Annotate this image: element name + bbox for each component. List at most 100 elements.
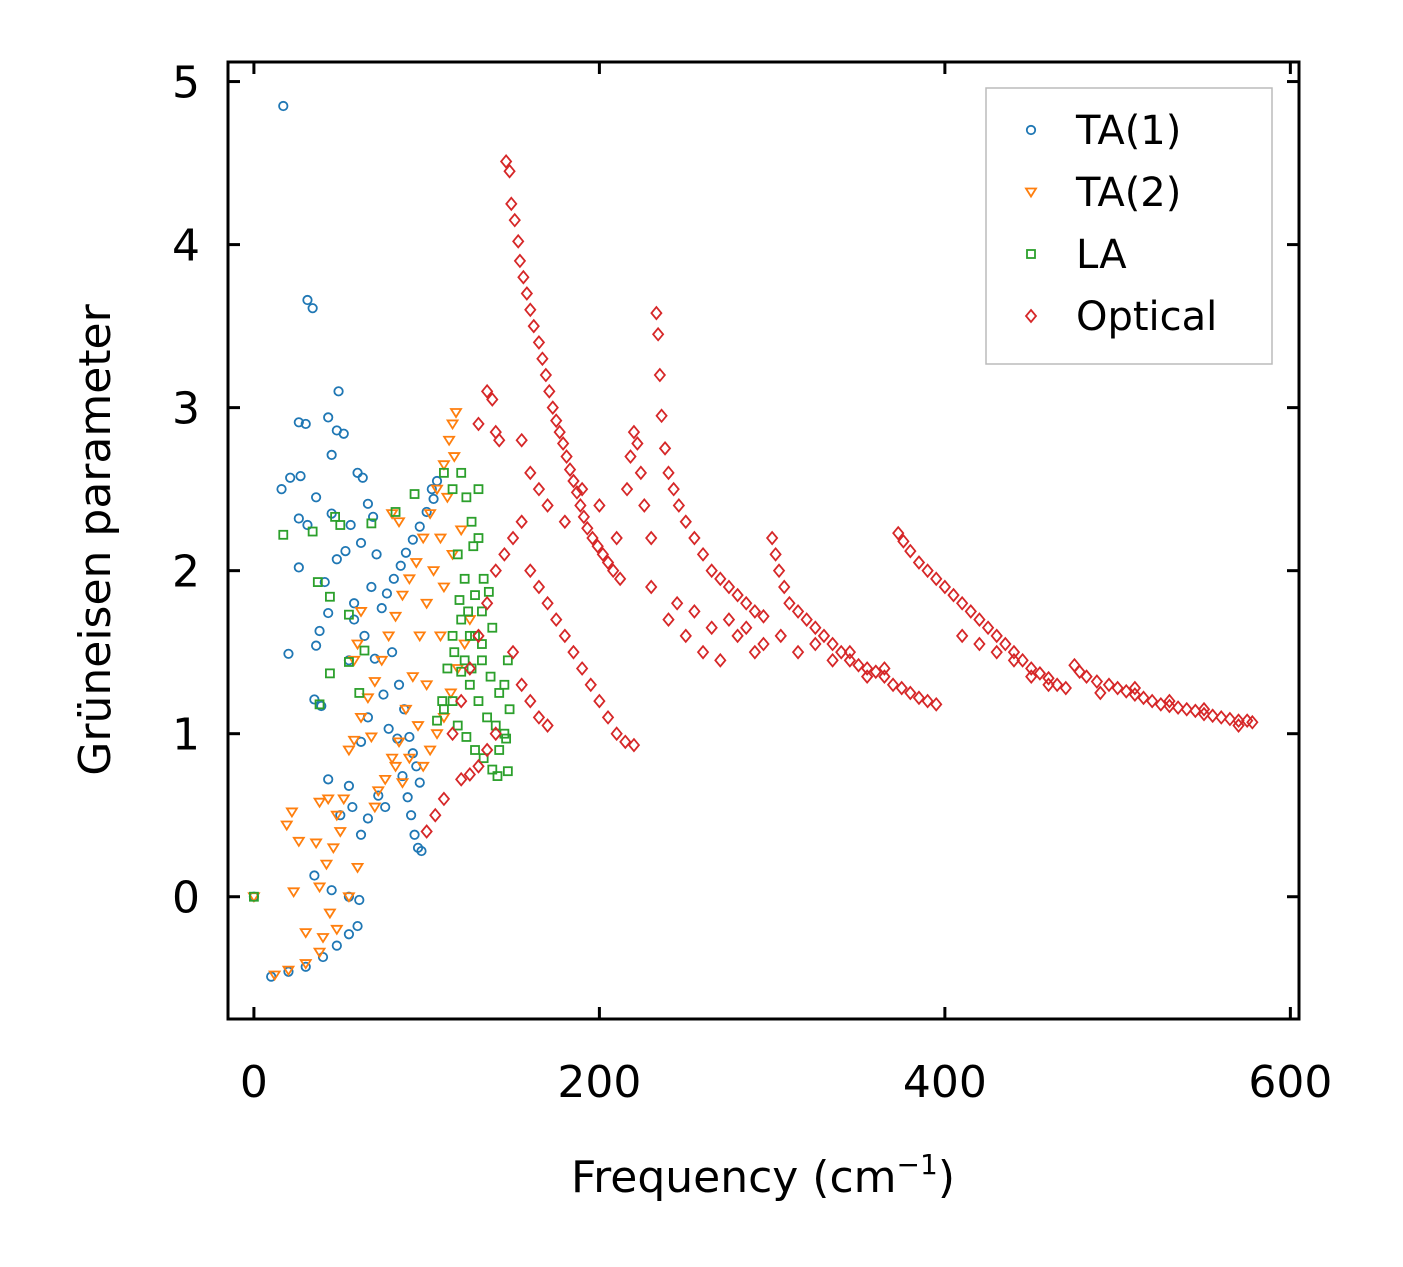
data-point	[342, 745, 356, 757]
data-point	[645, 579, 658, 595]
data-point	[402, 574, 417, 586]
data-point	[567, 473, 580, 489]
data-point	[714, 571, 727, 587]
data-point	[447, 484, 458, 495]
data-point	[843, 644, 857, 660]
data-point	[442, 663, 453, 674]
data-point	[508, 212, 521, 228]
data-point	[430, 729, 444, 740]
data-point	[541, 595, 554, 611]
data-point	[323, 607, 334, 619]
data-point	[461, 492, 472, 503]
data-point	[455, 771, 468, 787]
series-ta-2	[247, 408, 477, 982]
data-point	[499, 154, 513, 169]
data-point	[300, 961, 311, 972]
data-point	[281, 965, 296, 977]
data-point	[376, 603, 387, 614]
data-point	[416, 533, 430, 545]
data-point	[613, 571, 627, 587]
data-point	[772, 563, 786, 579]
data-point	[556, 436, 570, 451]
data-point	[489, 563, 502, 579]
data-point	[310, 640, 322, 651]
data-point	[722, 612, 736, 627]
data-point	[553, 424, 566, 440]
data-point	[515, 677, 528, 693]
data-point	[645, 530, 658, 546]
data-point	[486, 392, 499, 407]
data-point	[409, 489, 420, 499]
data-point	[335, 520, 346, 530]
data-point	[1223, 711, 1237, 727]
data-point	[473, 696, 484, 706]
data-point	[504, 704, 515, 715]
data-point	[368, 802, 382, 814]
data-point	[413, 631, 427, 643]
legend-item: TA(2)	[1024, 170, 1181, 216]
data-point	[506, 644, 520, 660]
data-point	[447, 630, 458, 641]
data-point	[791, 604, 805, 619]
data-point	[385, 753, 399, 765]
data-point	[325, 591, 335, 602]
data-point	[1042, 677, 1055, 693]
data-point	[312, 947, 327, 959]
data-point	[631, 436, 644, 451]
data-point	[345, 519, 356, 531]
data-point	[541, 498, 554, 513]
legend-item: Optical	[1024, 294, 1217, 340]
data-point	[350, 862, 365, 874]
data-point	[563, 462, 577, 477]
data-point	[406, 672, 420, 683]
data-point	[368, 677, 382, 688]
data-point	[347, 801, 358, 813]
data-point	[249, 891, 259, 902]
data-point	[619, 734, 632, 750]
data-point	[1145, 693, 1159, 709]
data-point	[409, 558, 423, 569]
data-point	[584, 677, 597, 693]
data-point	[299, 928, 313, 939]
data-point	[381, 588, 393, 599]
data-point	[292, 836, 306, 848]
data-point	[411, 721, 425, 732]
data-point	[323, 412, 334, 423]
data-point	[454, 525, 468, 537]
data-point	[423, 745, 437, 757]
data-point	[499, 679, 510, 690]
data-point	[539, 367, 553, 383]
data-point	[354, 607, 368, 618]
data-point	[473, 484, 484, 495]
data-point	[350, 639, 365, 651]
data-point	[620, 481, 634, 497]
data-point	[456, 666, 467, 677]
data-point	[395, 590, 410, 602]
data-point	[973, 612, 986, 627]
data-point	[596, 546, 610, 562]
data-point	[420, 680, 434, 691]
data-point	[567, 644, 580, 660]
data-point	[627, 737, 641, 753]
data-point	[349, 598, 360, 609]
legend-label: LA	[1076, 232, 1127, 278]
data-point	[714, 652, 727, 668]
data-point	[452, 720, 463, 731]
data-point	[955, 595, 969, 611]
data-point	[326, 885, 337, 896]
data-point	[295, 471, 306, 482]
data-point	[314, 699, 325, 710]
data-point	[352, 467, 363, 478]
data-point	[429, 807, 442, 823]
x-tick-label: 600	[1248, 1057, 1332, 1108]
x-tick-label: 200	[557, 1057, 641, 1108]
data-point	[655, 408, 668, 424]
data-point	[312, 882, 327, 894]
data-point	[688, 530, 701, 546]
data-point	[362, 498, 374, 509]
data-point	[973, 636, 986, 652]
data-point	[938, 579, 952, 595]
data-point	[392, 737, 406, 749]
data-point	[515, 514, 528, 530]
